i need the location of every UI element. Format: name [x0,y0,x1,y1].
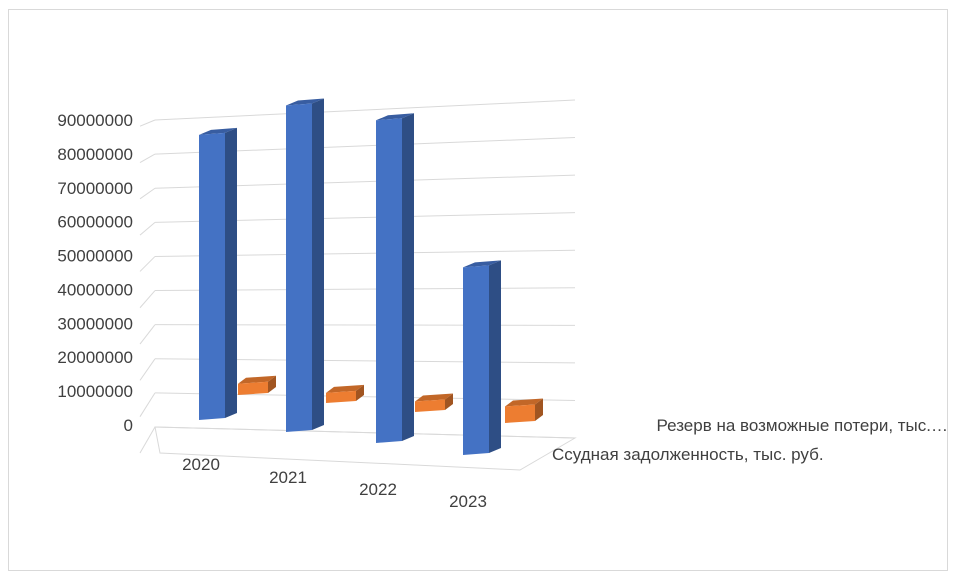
x-category-label: 2023 [449,492,487,511]
gridline-side [139,187,156,200]
bar-side-face [445,393,453,410]
bar-reserve [238,375,276,395]
gridline-side [139,221,156,236]
bar-top-face [376,113,414,121]
bar-front-face [199,132,225,420]
y-tick-label: 50000000 [57,247,133,266]
bar-front-face [286,103,312,432]
bar-loan-debt [286,98,324,432]
gridline-side [139,426,156,454]
x-axis-categories: 2020 2021 2022 2023 [182,455,487,511]
gridline-side [139,324,156,345]
x-category-label: 2020 [182,455,220,474]
bar-side-face [402,113,414,441]
y-tick-label: 10000000 [57,382,133,401]
bar-front-face [376,118,402,443]
bar-top-face [415,393,453,402]
bar-side-face [489,260,501,453]
bar-loan-debt [463,260,501,455]
gridline [154,99,576,121]
y-tick-label: 30000000 [57,314,133,333]
bar-top-face [326,384,364,393]
x-category-label: 2021 [269,468,307,487]
series-axis-labels: Резерв на возможные потери, тыс.… Ссудная… [552,416,948,464]
bar-reserve [415,393,453,412]
bar-loan-debt [199,127,237,420]
bar-top-face [505,398,543,407]
gridline [154,426,576,439]
bar-side-face [312,98,324,430]
bar-top-face [238,375,276,384]
y-tick-label: 90000000 [57,111,133,130]
y-tick-label: 80000000 [57,145,133,164]
bar-top-face [199,127,237,135]
gridline-side [139,153,156,163]
bar-top-face [463,260,501,268]
series-label-reserve: Резерв на возможные потери, тыс.… [657,416,948,435]
gridline-side [139,119,156,127]
bar-side-face [225,127,237,418]
bars [199,98,543,455]
bar-front-face [505,404,535,423]
bar-reserve [505,398,543,423]
bar-front-face [463,265,489,455]
y-axis-ticks: 0 10000000 20000000 30000000 40000000 5000000… [57,111,133,435]
bar-front-face [238,381,268,395]
gridline-side [139,358,156,381]
y-tick-label: 20000000 [57,348,133,367]
bar-top-face [286,98,324,106]
bar-side-face [356,384,364,401]
gridline-side [139,392,156,417]
x-category-label: 2022 [359,480,397,499]
bar-side-face [535,398,543,421]
bar-front-face [415,399,445,412]
y-tick-label: 70000000 [57,179,133,198]
y-tick-label: 0 [124,416,133,435]
bar-front-face [326,390,356,403]
gridline-side [139,256,156,272]
bar-side-face [268,375,276,393]
y-tick-label: 60000000 [57,213,133,232]
bar-reserve [326,384,364,403]
y-tick-label: 40000000 [57,280,133,299]
gridline-side [139,290,156,309]
bar-loan-debt [376,113,414,443]
series-label-loan-debt: Ссудная задолженность, тыс. руб. [552,445,824,464]
